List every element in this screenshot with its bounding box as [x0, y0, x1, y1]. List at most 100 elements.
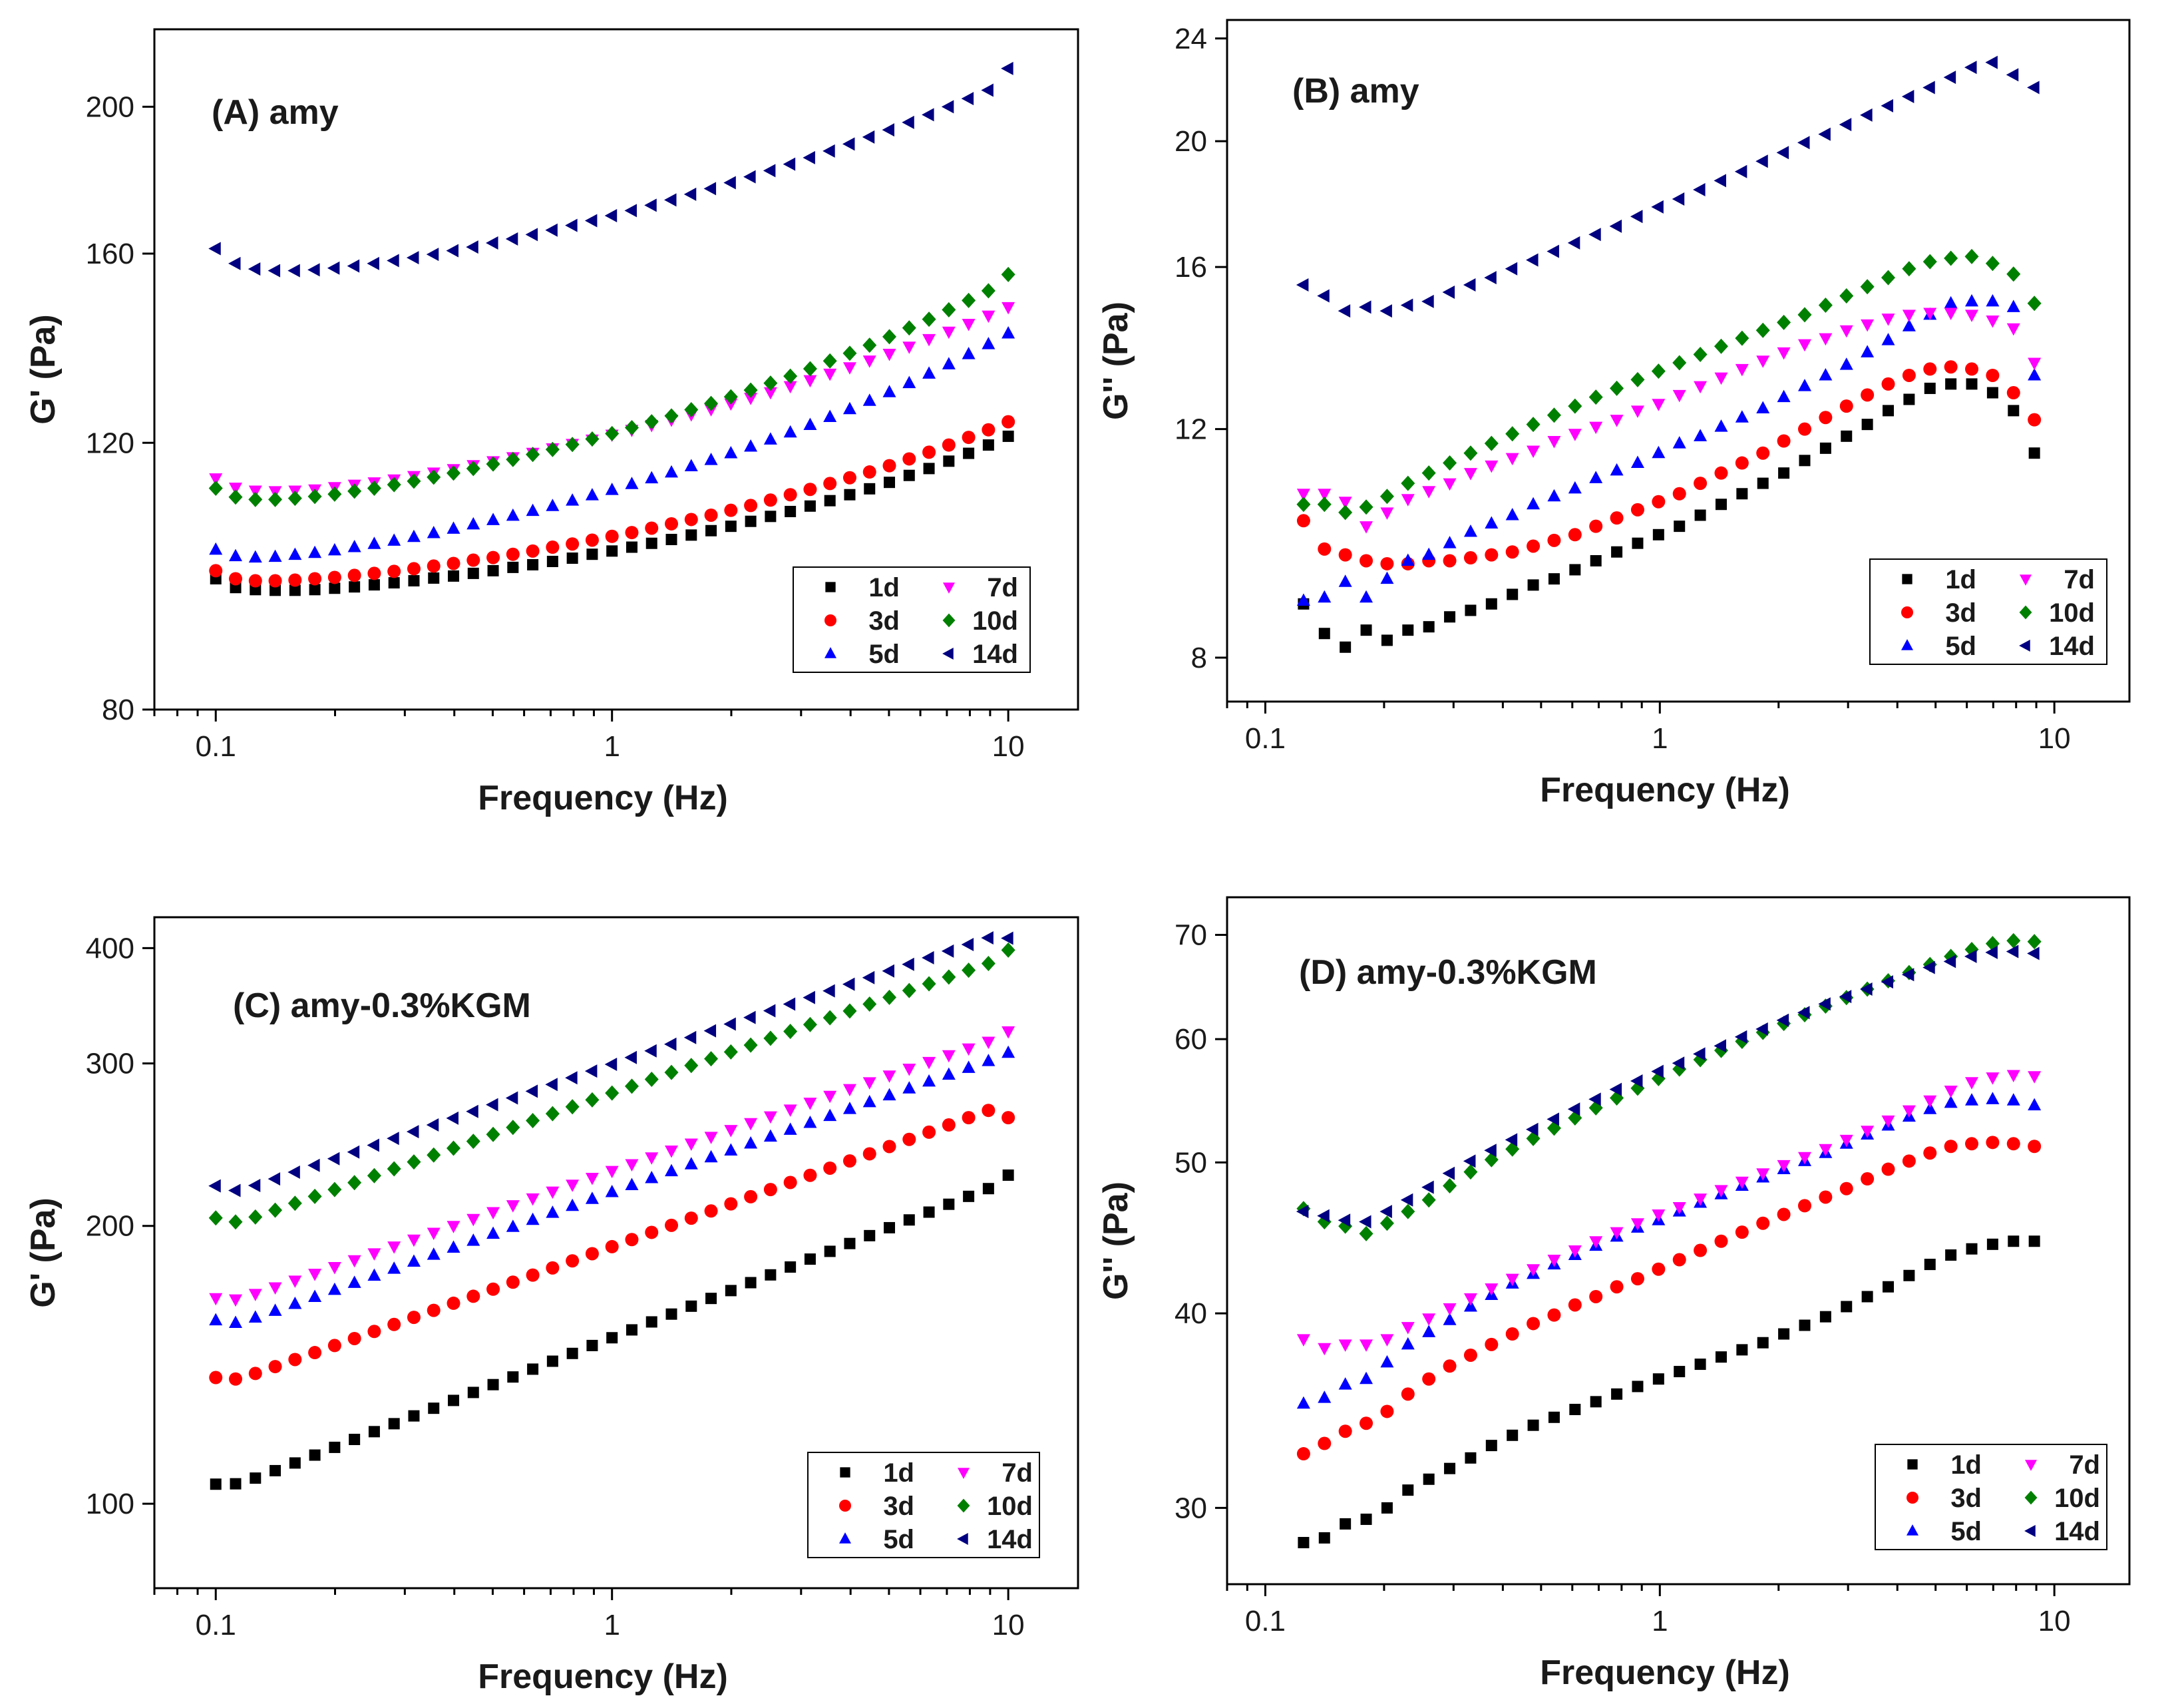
data-point-14d	[922, 108, 934, 122]
data-point-3d	[1986, 368, 2000, 382]
data-point-14d	[1797, 1006, 1810, 1020]
data-point-14d	[486, 1098, 498, 1112]
data-point-7d	[248, 1289, 262, 1301]
data-point-3d	[506, 1275, 520, 1289]
data-point-3d	[982, 423, 996, 437]
data-point-14d	[426, 248, 439, 262]
y-tick-label: 20	[1175, 125, 1207, 158]
legend-marker-1d	[1902, 574, 1912, 584]
data-point-7d	[1443, 1303, 1457, 1316]
data-point-5d	[1777, 389, 1791, 403]
data-point-1d	[1298, 1537, 1310, 1549]
data-point-3d	[407, 562, 421, 576]
data-point-3d	[367, 1325, 381, 1339]
y-tick-label: 40	[1175, 1297, 1207, 1330]
data-point-10d	[1755, 322, 1770, 338]
data-point-10d	[1735, 330, 1749, 346]
data-point-5d	[447, 521, 460, 534]
data-point-14d	[1609, 1082, 1622, 1096]
data-point-3d	[1861, 388, 1875, 402]
y-tick-label: 300	[86, 1048, 134, 1080]
data-point-3d	[1338, 548, 1352, 562]
data-point-7d	[1001, 302, 1015, 315]
data-point-5d	[268, 549, 282, 562]
data-point-14d	[208, 242, 221, 256]
data-point-1d	[210, 1478, 222, 1490]
data-point-3d	[229, 572, 243, 586]
data-point-3d	[347, 568, 361, 582]
data-point-14d	[1881, 975, 1894, 989]
data-point-3d	[327, 1339, 341, 1353]
data-point-3d	[724, 1197, 738, 1211]
data-point-14d	[842, 977, 855, 991]
data-point-5d	[466, 1233, 480, 1246]
data-point-14d	[1526, 1122, 1539, 1136]
data-point-7d	[1756, 355, 1770, 368]
data-point-5d	[882, 1088, 896, 1101]
series-3d	[1296, 1136, 2042, 1461]
data-point-1d	[1841, 430, 1853, 442]
legend-marker-5d	[1901, 639, 1913, 650]
data-point-3d	[566, 1254, 580, 1268]
data-point-3d	[1881, 377, 1895, 391]
data-point-7d	[367, 1248, 381, 1261]
data-point-3d	[1672, 1253, 1686, 1267]
data-point-5d	[823, 1108, 837, 1122]
data-point-3d	[2028, 413, 2042, 427]
legend-marker-14d	[2019, 640, 2030, 652]
legend-label-10d: 10d	[972, 606, 1018, 636]
data-point-3d	[2028, 1140, 2042, 1154]
data-point-3d	[763, 493, 777, 507]
data-point-7d	[962, 318, 976, 331]
data-point-3d	[922, 445, 936, 459]
data-point-3d	[942, 438, 956, 452]
data-point-14d	[1359, 300, 1371, 314]
data-point-7d	[1610, 415, 1624, 427]
data-point-14d	[248, 1179, 261, 1193]
data-point-5d	[1527, 497, 1541, 510]
data-point-14d	[387, 254, 399, 268]
x-tick-label: 10	[2038, 1605, 2071, 1637]
data-point-10d	[882, 989, 897, 1005]
data-point-3d	[1547, 533, 1561, 547]
data-point-10d	[248, 1209, 263, 1225]
data-point-1d	[1778, 467, 1790, 479]
data-point-14d	[525, 228, 538, 242]
data-point-5d	[447, 1240, 460, 1253]
data-point-14d	[1985, 945, 1998, 959]
data-point-14d	[1567, 236, 1580, 250]
data-point-5d	[1338, 574, 1352, 587]
data-point-5d	[1318, 1390, 1332, 1403]
data-point-7d	[882, 1070, 896, 1083]
data-point-3d	[1652, 1262, 1666, 1276]
plot-frame-a	[153, 28, 1079, 711]
data-point-10d	[684, 1058, 699, 1074]
data-point-1d	[1381, 634, 1393, 646]
data-point-1d	[745, 1277, 757, 1289]
data-point-1d	[1883, 405, 1895, 417]
data-point-1d	[1778, 1328, 1790, 1340]
data-point-10d	[842, 345, 857, 361]
data-point-1d	[586, 548, 598, 560]
data-point-14d	[1463, 1154, 1476, 1168]
data-point-3d	[823, 1161, 837, 1175]
data-point-5d	[962, 347, 976, 359]
data-point-7d	[1965, 310, 1979, 322]
data-point-5d	[1380, 1355, 1394, 1368]
data-point-14d	[1922, 961, 1935, 974]
data-point-5d	[1547, 489, 1561, 502]
data-point-3d	[1965, 1137, 1979, 1151]
data-point-5d	[625, 1177, 639, 1191]
data-point-7d	[1380, 507, 1394, 520]
data-point-14d	[763, 1004, 776, 1018]
data-point-1d	[546, 555, 558, 567]
data-point-10d	[1568, 398, 1582, 414]
x-tick-label: 1	[1652, 1605, 1668, 1637]
data-point-10d	[427, 469, 441, 485]
data-point-1d	[903, 469, 915, 481]
data-point-3d	[1360, 554, 1373, 568]
data-point-5d	[1001, 325, 1015, 339]
data-point-5d	[466, 517, 480, 530]
data-point-14d	[466, 240, 478, 254]
data-point-7d	[1485, 1283, 1499, 1296]
